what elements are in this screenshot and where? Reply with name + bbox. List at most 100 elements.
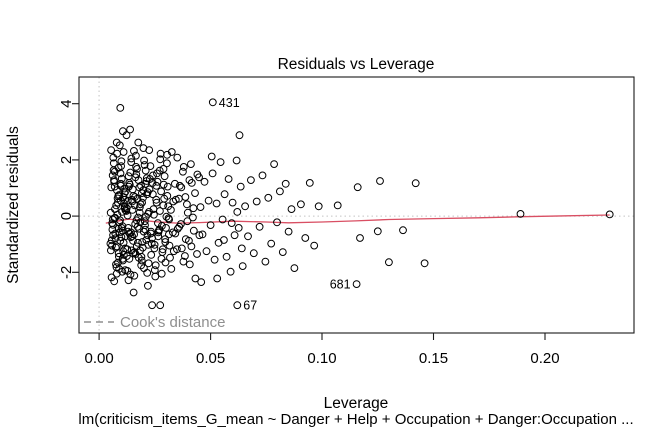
data-point	[191, 274, 200, 283]
data-point	[113, 242, 121, 251]
data-point	[107, 146, 115, 155]
data-point	[159, 180, 168, 189]
data-point	[135, 208, 144, 217]
data-point	[228, 198, 237, 207]
data-point	[202, 247, 211, 256]
data-point	[111, 205, 119, 214]
data-point	[179, 167, 187, 176]
data-point	[109, 231, 117, 240]
outlier-label-681: 681	[330, 278, 351, 292]
data-point	[159, 165, 168, 173]
data-point	[197, 278, 206, 287]
data-point	[153, 177, 162, 186]
data-point	[125, 229, 134, 238]
data-point	[136, 246, 145, 255]
data-point	[264, 193, 273, 202]
data-point	[108, 241, 116, 250]
data-point	[112, 260, 120, 269]
data-point	[218, 215, 227, 224]
data-point	[314, 202, 323, 211]
data-point	[108, 171, 117, 180]
data-point	[150, 210, 158, 219]
data-point	[183, 200, 191, 209]
data-point	[232, 156, 241, 165]
data-point	[252, 197, 261, 206]
data-point	[110, 277, 119, 286]
data-point	[110, 214, 119, 223]
data-point	[134, 238, 142, 247]
outlier-label-431: 431	[219, 96, 240, 110]
data-point	[136, 203, 144, 212]
data-point	[270, 160, 279, 169]
data-point	[157, 187, 166, 196]
data-point	[247, 176, 255, 185]
data-point	[119, 127, 127, 136]
smoother-line	[105, 214, 610, 224]
data-point	[116, 169, 125, 178]
data-point	[273, 218, 281, 227]
data-point	[187, 160, 195, 169]
data-point	[175, 222, 184, 231]
data-point	[198, 230, 207, 239]
data-point	[158, 248, 167, 257]
data-point	[210, 255, 219, 264]
legend: Cook's distance	[84, 314, 225, 331]
data-point	[151, 272, 160, 281]
data-point	[153, 169, 161, 178]
data-point	[127, 195, 136, 204]
data-point	[137, 261, 146, 270]
data-point	[133, 194, 142, 203]
x-tick-label: 0.10	[307, 350, 336, 367]
x-axis-ticks: 0.00 0.05 0.10 0.15 0.20	[84, 333, 560, 367]
data-point	[196, 203, 205, 212]
data-point	[185, 260, 194, 269]
data-point	[165, 230, 173, 239]
data-point	[108, 215, 117, 224]
data-point	[157, 269, 166, 278]
data-point	[208, 169, 217, 178]
data-point	[144, 259, 153, 268]
data-point	[310, 241, 319, 250]
data-point	[281, 179, 290, 188]
data-point	[163, 159, 171, 168]
data-point	[140, 161, 149, 169]
data-point	[236, 182, 245, 191]
data-point	[213, 274, 222, 283]
data-point	[127, 158, 136, 167]
y-tick-label: 0	[58, 212, 75, 220]
data-point	[124, 276, 133, 285]
data-point	[107, 273, 116, 282]
data-point	[119, 247, 128, 256]
x-tick-label: 0.05	[196, 350, 225, 367]
data-point	[189, 226, 198, 235]
data-point	[220, 190, 229, 199]
data-point	[116, 104, 125, 112]
outlier-labels: 431 67 681	[219, 96, 351, 313]
data-point	[132, 216, 141, 225]
data-point	[224, 175, 233, 183]
data-point	[278, 248, 287, 257]
data-point	[183, 208, 192, 217]
data-point	[261, 257, 270, 266]
data-point	[131, 173, 140, 182]
x-tick-label: 0.15	[419, 350, 448, 367]
data-point	[333, 201, 342, 210]
data-point	[124, 182, 133, 191]
data-point	[212, 199, 221, 208]
data-point	[117, 157, 126, 166]
scatter-points	[106, 98, 614, 310]
data-point	[129, 236, 137, 245]
data-point	[195, 231, 204, 240]
data-point	[169, 197, 178, 206]
data-point	[284, 227, 293, 236]
data-point	[230, 231, 239, 240]
data-point	[127, 154, 136, 163]
data-point	[138, 189, 146, 198]
data-point	[173, 153, 182, 162]
data-point	[167, 148, 176, 156]
y-tick-label: 4	[58, 100, 75, 108]
data-point	[376, 177, 384, 185]
data-point	[173, 224, 182, 233]
data-point	[143, 269, 152, 277]
data-point	[233, 208, 242, 216]
